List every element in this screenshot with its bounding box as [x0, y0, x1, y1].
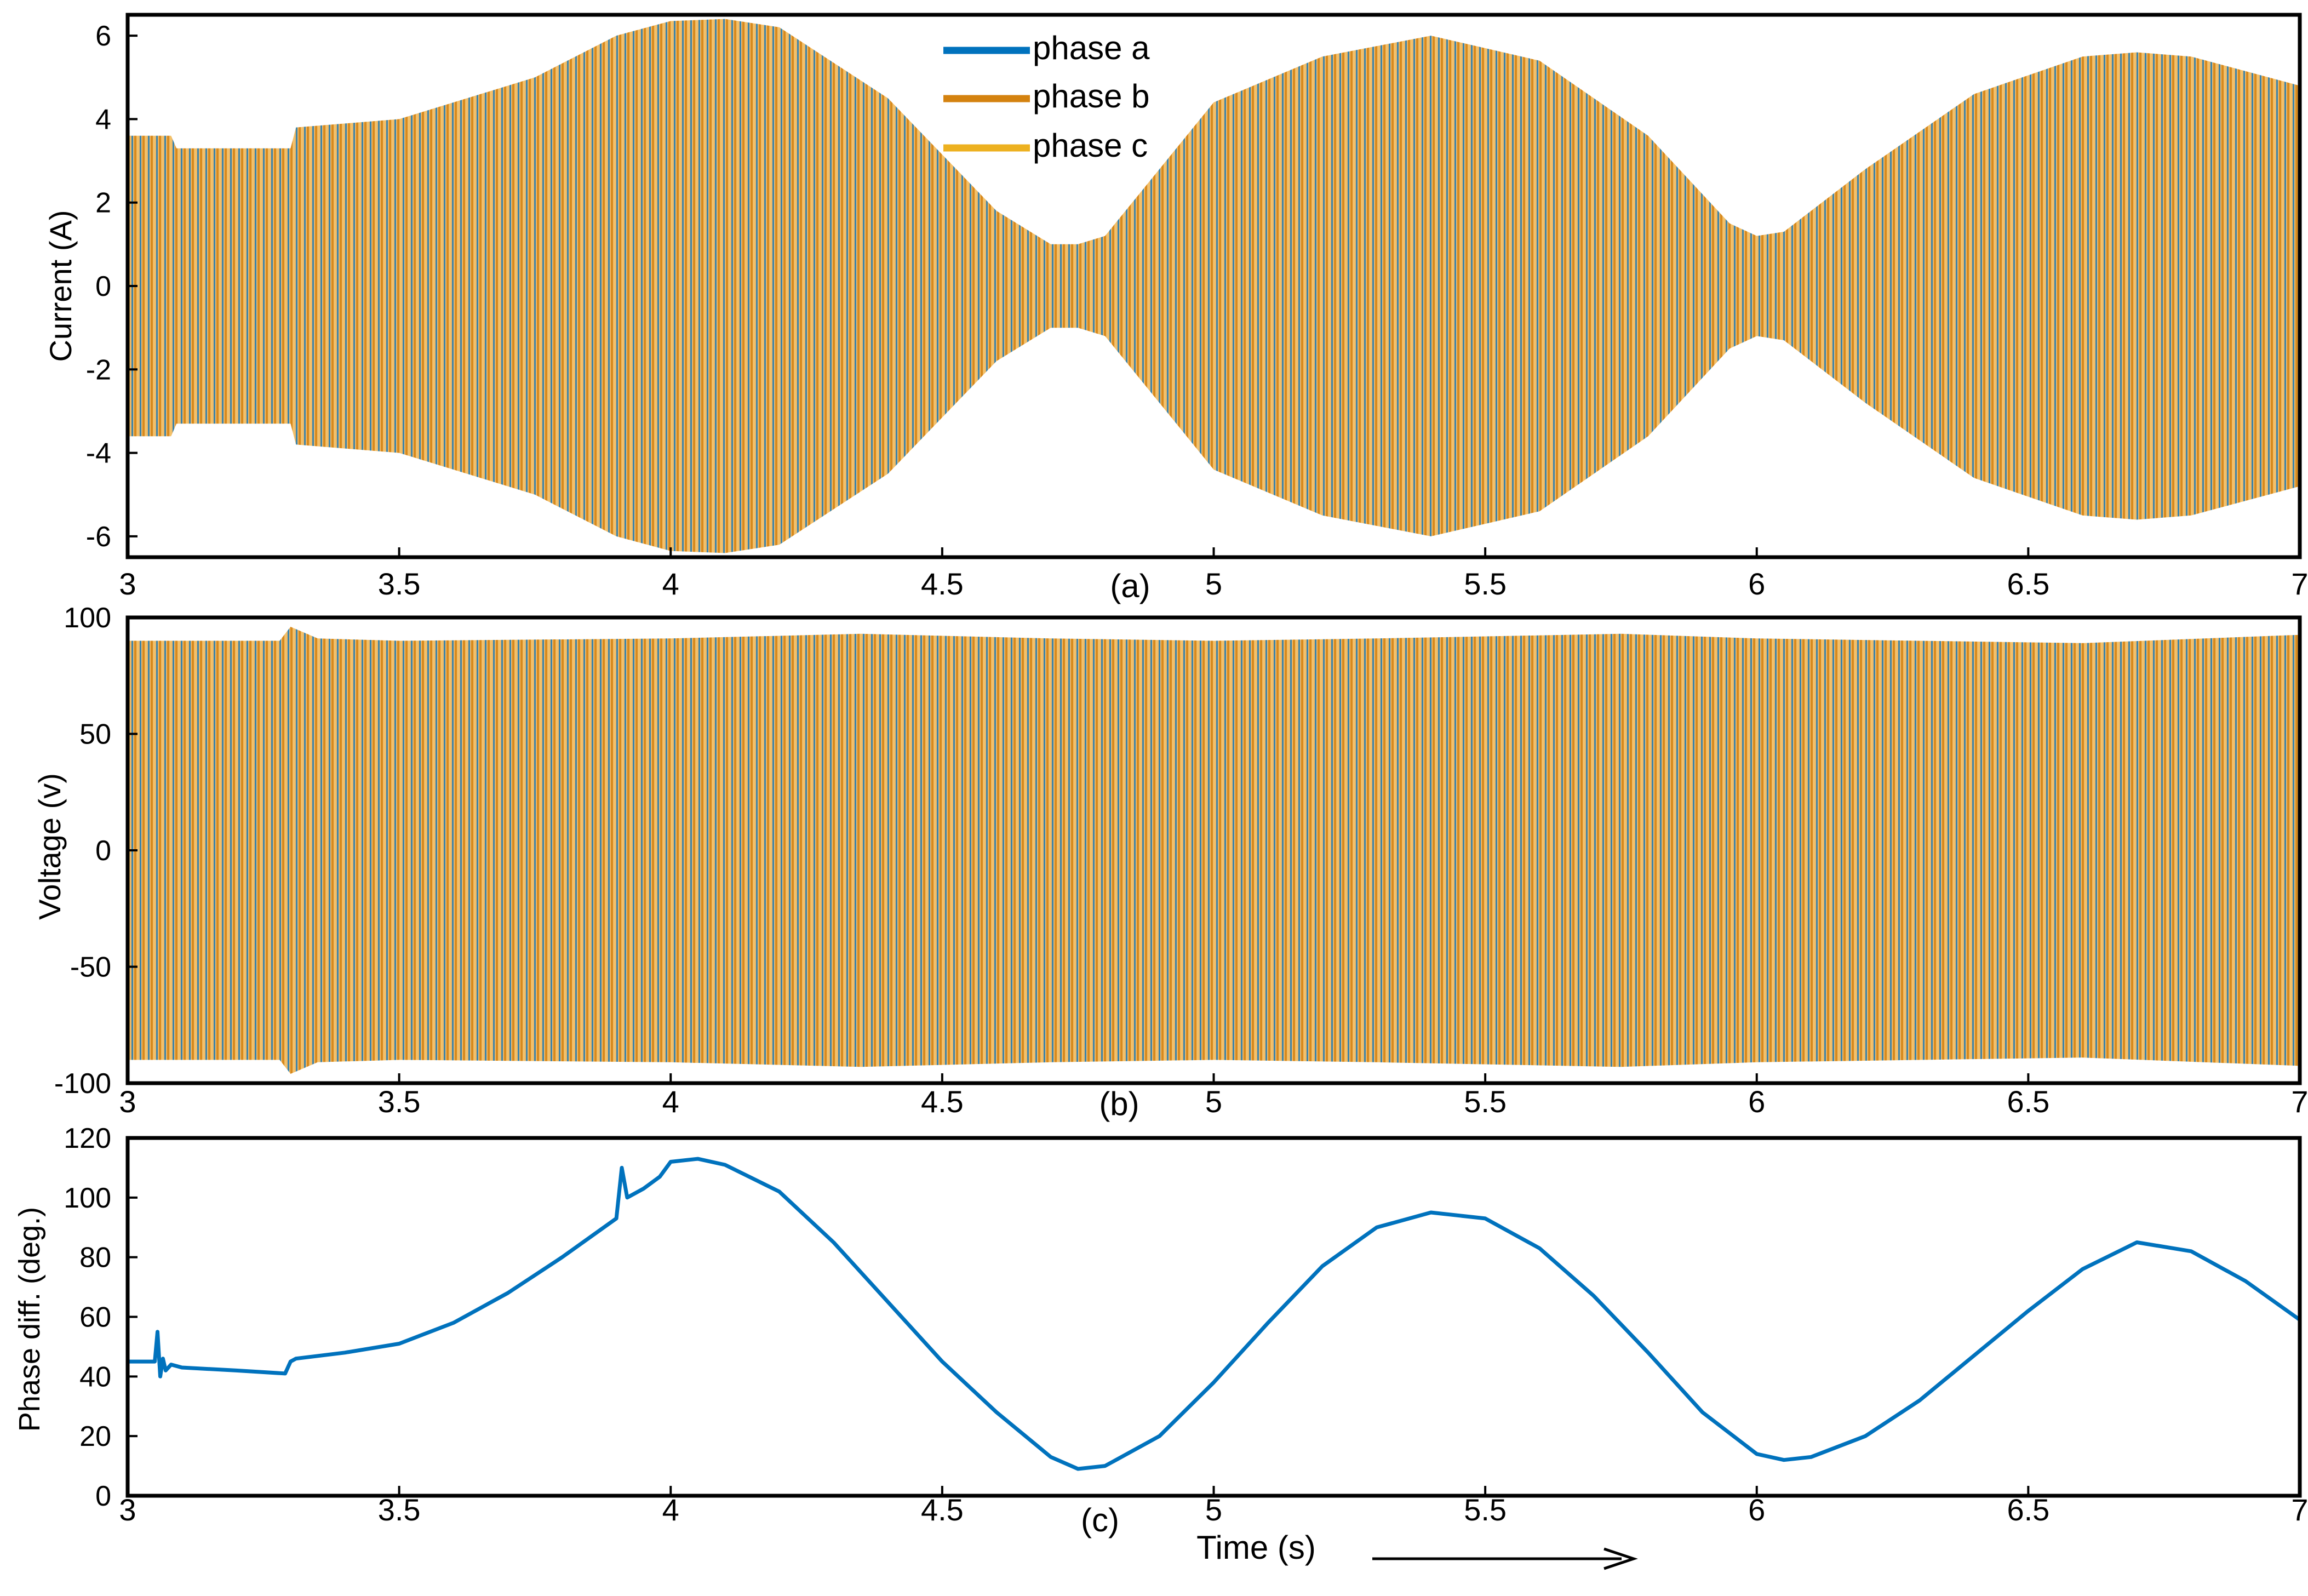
- y-tick-label: -100: [54, 1068, 111, 1100]
- y-tick-label: 100: [64, 602, 111, 634]
- x-tick-label: 3.5: [378, 567, 421, 601]
- x-tick-label: 3: [119, 1084, 136, 1119]
- x-tick-label: 3: [119, 567, 136, 601]
- legend-label-phase-a: phase a: [1033, 30, 1150, 66]
- x-tick-label: 5: [1205, 1492, 1222, 1527]
- x-tick-label: 6: [1748, 1084, 1765, 1119]
- time-arrow: [1372, 1547, 1638, 1570]
- x-tick-label: 4: [662, 567, 679, 601]
- phase-diff-y-ticks: 120 100 80 60 40 20 0: [64, 1123, 138, 1512]
- x-tick-label: 7: [2291, 567, 2308, 601]
- voltage-y-axis-label: Voltage (v): [32, 773, 67, 920]
- current-waveform-envelope: [128, 19, 2300, 553]
- y-tick-label: 0: [95, 271, 111, 302]
- phase-diff-panel: 120 100 80 60 40 20 0 3 3.5 4 4.5 5 5.5 6 6.5 7 Phase …: [13, 1123, 2308, 1570]
- x-tick-label: 5.5: [1464, 1492, 1507, 1527]
- y-tick-label: 80: [79, 1242, 111, 1274]
- y-tick-label: -2: [86, 354, 111, 386]
- panel-label-a: (a): [1110, 568, 1150, 604]
- x-tick-label: 3.5: [378, 1492, 421, 1527]
- y-tick-label: 100: [64, 1182, 111, 1214]
- time-axis-label: Time (s): [1196, 1529, 1316, 1566]
- phase-diff-line: [128, 1157, 2300, 1471]
- x-tick-label: 6.5: [2007, 567, 2049, 601]
- voltage-waveform-envelope: [128, 627, 2300, 1074]
- current-panel: 6 4 2 0 -2 -4 -6 3 3.5 4 4.5 5 5.5 6 6.5 7 Current (A)…: [43, 13, 2308, 604]
- legend-label-phase-c: phase c: [1033, 127, 1148, 164]
- x-tick-label: 5.5: [1464, 567, 1507, 601]
- x-tick-label: 7: [2291, 1084, 2308, 1119]
- x-tick-label: 4.5: [921, 1492, 964, 1527]
- y-tick-label: 50: [79, 719, 111, 751]
- x-tick-label: 6.5: [2007, 1084, 2049, 1119]
- x-tick-label: 4.5: [921, 1084, 964, 1119]
- x-tick-label: 5: [1205, 567, 1222, 601]
- phase-diff-y-axis-label: Phase diff. (deg.): [13, 1207, 46, 1432]
- y-tick-label: 6: [95, 20, 111, 52]
- x-tick-label: 3: [119, 1492, 136, 1527]
- current-x-ticks: 3 3.5 4 4.5 5 5.5 6 6.5 7: [119, 547, 2308, 601]
- y-tick-label: 4: [95, 104, 111, 135]
- x-tick-label: 4.5: [921, 567, 964, 601]
- y-tick-label: 40: [79, 1361, 111, 1393]
- x-tick-label: 7: [2291, 1492, 2308, 1527]
- y-tick-label: -4: [86, 438, 111, 470]
- legend: phase a phase b phase c: [943, 30, 1150, 164]
- y-tick-label: 0: [95, 1480, 111, 1512]
- x-tick-label: 5: [1205, 1084, 1222, 1119]
- legend-label-phase-b: phase b: [1033, 78, 1150, 115]
- voltage-y-ticks: 100 50 0 -50 -100: [54, 602, 138, 1100]
- panel-label-c: (c): [1081, 1502, 1119, 1538]
- y-tick-label: -50: [70, 952, 111, 983]
- voltage-panel: 100 50 0 -50 -100 3 3.5 4 4.5 5 5.5 6 6.5 7 Voltage …: [32, 602, 2308, 1122]
- y-tick-label: 120: [64, 1123, 111, 1154]
- x-tick-label: 4: [662, 1492, 679, 1527]
- voltage-x-ticks: 3 3.5 4 4.5 5 5.5 6 6.5 7: [119, 1073, 2308, 1119]
- y-tick-label: 20: [79, 1421, 111, 1452]
- current-y-ticks: 6 4 2 0 -2 -4 -6: [86, 20, 138, 553]
- phase-diff-x-ticks: 3 3.5 4 4.5 5 5.5 6 6.5 7: [119, 1486, 2308, 1527]
- y-tick-label: -6: [86, 521, 111, 553]
- x-tick-label: 5.5: [1464, 1084, 1507, 1119]
- x-tick-label: 6: [1748, 567, 1765, 601]
- current-y-axis-label: Current (A): [43, 210, 78, 362]
- y-tick-label: 0: [95, 835, 111, 867]
- x-tick-label: 6: [1748, 1492, 1765, 1527]
- phase-diff-axes-frame: [125, 1136, 2302, 1498]
- y-tick-label: 2: [95, 187, 111, 219]
- y-tick-label: 60: [79, 1302, 111, 1334]
- x-tick-label: 6.5: [2007, 1492, 2049, 1527]
- panel-label-b: (b): [1099, 1085, 1139, 1122]
- x-tick-label: 3.5: [378, 1084, 421, 1119]
- x-tick-label: 4: [662, 1084, 679, 1119]
